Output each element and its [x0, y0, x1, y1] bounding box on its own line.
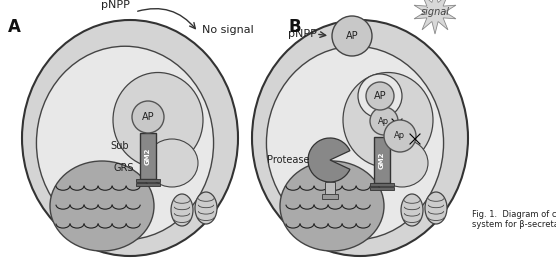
- Circle shape: [366, 82, 394, 110]
- Text: GM2: GM2: [145, 147, 151, 165]
- Bar: [322, 194, 338, 199]
- Bar: [325, 182, 335, 196]
- Circle shape: [132, 101, 164, 133]
- Bar: [136, 183, 160, 186]
- Ellipse shape: [146, 139, 198, 187]
- Circle shape: [332, 16, 372, 56]
- Ellipse shape: [195, 192, 217, 224]
- Text: signal: signal: [420, 7, 449, 17]
- Ellipse shape: [113, 73, 203, 168]
- Text: pNPP: pNPP: [287, 29, 316, 39]
- Text: GM2: GM2: [379, 151, 385, 169]
- Ellipse shape: [266, 46, 444, 240]
- Text: AP: AP: [374, 91, 386, 101]
- Bar: [370, 187, 394, 190]
- Ellipse shape: [376, 139, 428, 187]
- Text: AP: AP: [346, 31, 358, 41]
- Text: pNPP: pNPP: [101, 0, 130, 10]
- Ellipse shape: [171, 194, 193, 226]
- Text: Fig. 1.  Diagram of cell based assay
system for β-secretase assay.: Fig. 1. Diagram of cell based assay syst…: [472, 210, 556, 229]
- Ellipse shape: [343, 73, 433, 168]
- Circle shape: [384, 120, 416, 152]
- Bar: [140, 133, 156, 179]
- Wedge shape: [308, 138, 350, 182]
- Circle shape: [370, 107, 398, 135]
- Text: Ap: Ap: [394, 132, 405, 140]
- Text: Protease: Protease: [267, 155, 309, 165]
- Circle shape: [358, 74, 402, 118]
- Bar: [136, 179, 160, 182]
- Bar: [370, 183, 394, 186]
- Polygon shape: [414, 0, 456, 34]
- Text: Sub: Sub: [111, 141, 130, 151]
- Text: A: A: [8, 18, 21, 36]
- Ellipse shape: [401, 194, 423, 226]
- Text: AP: AP: [142, 112, 155, 122]
- Ellipse shape: [50, 161, 154, 251]
- Text: Ap: Ap: [379, 116, 390, 126]
- Text: No signal: No signal: [202, 25, 254, 35]
- Ellipse shape: [280, 161, 384, 251]
- Bar: [374, 137, 390, 183]
- Text: GRS: GRS: [114, 163, 134, 173]
- Ellipse shape: [37, 46, 214, 240]
- Ellipse shape: [252, 20, 468, 256]
- Ellipse shape: [22, 20, 238, 256]
- Ellipse shape: [425, 192, 447, 224]
- Text: B: B: [288, 18, 301, 36]
